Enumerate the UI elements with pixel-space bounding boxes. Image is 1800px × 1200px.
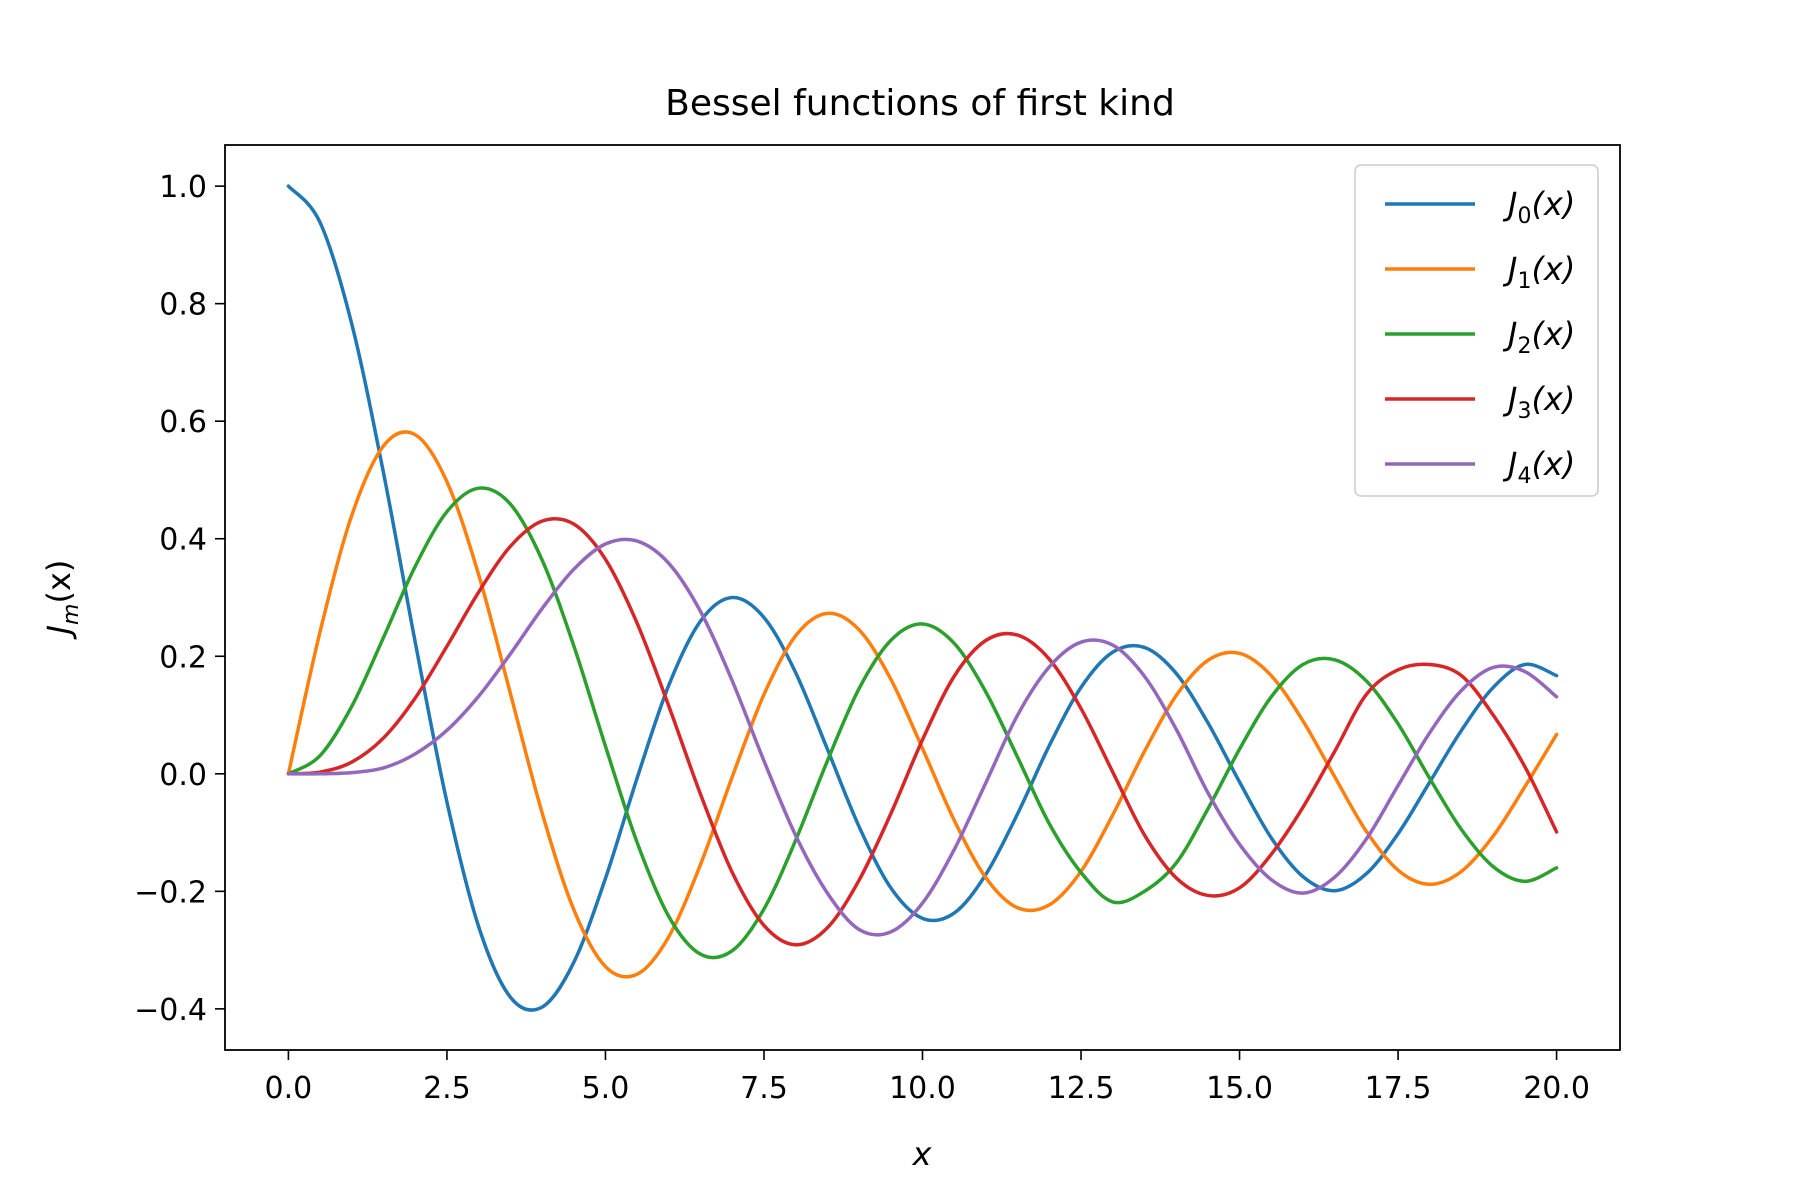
x-tick-label: 10.0: [889, 1071, 956, 1106]
y-tick-label: 0.6: [159, 405, 207, 440]
series-line-j1: [286, 430, 1559, 979]
x-tick-label: 0.0: [265, 1071, 313, 1106]
legend-label-j4: J4(x): [1502, 445, 1575, 489]
x-tick-label: 20.0: [1523, 1071, 1590, 1106]
y-tick-label: 1.0: [159, 170, 207, 205]
y-axis-label-sub: m: [59, 604, 84, 625]
x-tick-label: 17.5: [1365, 1071, 1432, 1106]
y-tick-label: 0.8: [159, 288, 207, 323]
series-line-j2: [286, 486, 1559, 960]
x-tick-label: 12.5: [1048, 1071, 1115, 1106]
y-axis-label-rest: (x): [40, 560, 78, 604]
x-axis-label: x: [912, 1135, 933, 1173]
legend-label-j1: J1(x): [1502, 250, 1575, 294]
legend-label-j2: J2(x): [1502, 315, 1575, 359]
y-tick-label: −0.4: [134, 993, 207, 1028]
y-axis: −0.4 −0.2 0.0 0.2 0.4 0.6 0.8 1.0: [134, 170, 225, 1028]
y-tick-label: 0.4: [159, 523, 207, 558]
y-tick-label: 0.0: [159, 758, 207, 793]
x-axis: 0.0 2.5 5.0 7.5 10.0 12.5 15.0 17.5 20.0: [265, 1050, 1590, 1106]
legend-label-j3: J3(x): [1502, 380, 1575, 424]
series-line-j3: [286, 516, 1559, 947]
y-axis-label: Jm(x): [40, 560, 84, 641]
series-line-j4: [286, 537, 1559, 937]
series-layer: [286, 184, 1559, 1012]
legend-label-j0: J0(x): [1502, 185, 1575, 229]
x-tick-label: 5.0: [582, 1071, 630, 1106]
chart-title: Bessel functions of first kind: [665, 83, 1175, 124]
x-tick-label: 15.0: [1206, 1071, 1273, 1106]
y-tick-label: 0.2: [159, 640, 207, 675]
x-tick-label: 7.5: [740, 1071, 788, 1106]
y-tick-label: −0.2: [134, 875, 207, 910]
legend: J0(x) J1(x) J2(x) J3(x) J4(x): [1354, 164, 1599, 497]
legend-box: [1354, 164, 1599, 497]
x-tick-label: 2.5: [423, 1071, 471, 1106]
